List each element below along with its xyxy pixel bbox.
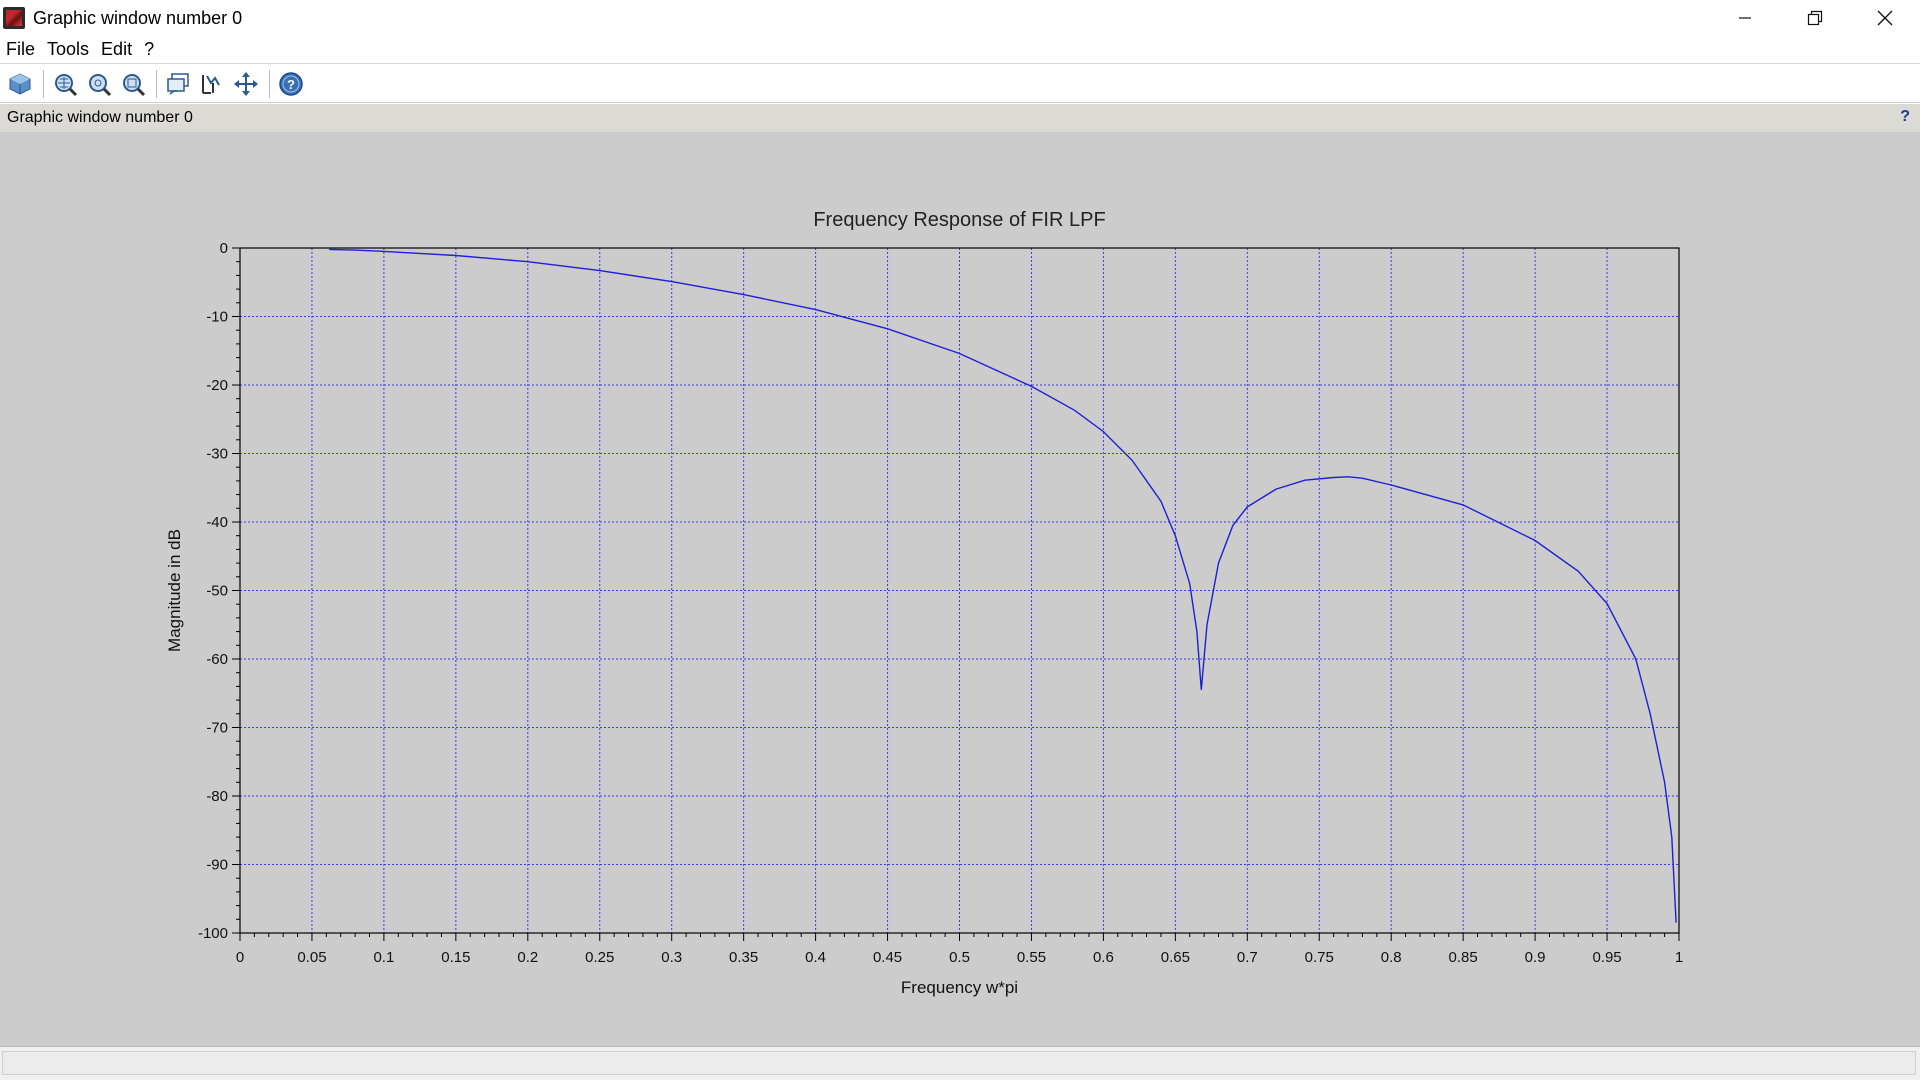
tick-labels: 0 0.05 0.1 0.15 0.2 0.25 0.3 0.35 0.4 0.45 0.5 0.55… (198, 240, 1683, 966)
x-tick-label: 0.7 (1237, 949, 1258, 966)
zoom-in-button[interactable] (83, 68, 115, 100)
y-axis-label: Magnitude in dB (165, 529, 184, 652)
x-tick-label: 0.45 (873, 949, 902, 966)
x-tick-label: 0.15 (441, 949, 470, 966)
help-button[interactable]: ? (275, 68, 307, 100)
x-tick-label: 0.9 (1525, 949, 1546, 966)
toolbar-separator (43, 69, 44, 98)
y-tick-label: -40 (206, 514, 228, 531)
x-tick-label: 0.55 (1017, 949, 1046, 966)
datatip-icon (167, 72, 189, 95)
info-help-icon[interactable]: ? (1900, 108, 1910, 125)
y-tick-label: -10 (206, 309, 228, 326)
rotate-button[interactable] (4, 68, 36, 100)
rotate-icon (9, 72, 31, 95)
datatip-button[interactable] (162, 68, 194, 100)
y-tick-label: -80 (206, 788, 228, 805)
status-bar (0, 1046, 1920, 1080)
pan-icon (234, 71, 258, 96)
zoom-in-icon (89, 73, 112, 96)
figure-name-label: Graphic window number 0 (7, 109, 193, 126)
menu-tools[interactable]: Tools (47, 39, 90, 59)
x-tick-label: 0.6 (1093, 949, 1114, 966)
menu-file[interactable]: File (6, 39, 36, 59)
x-tick-label: 1 (1675, 949, 1683, 966)
window-controls (1710, 0, 1920, 36)
frequency-response-chart: 0 0.05 0.1 0.15 0.2 0.25 0.3 0.35 0.4 0.45 0.5 0.55… (165, 209, 1683, 997)
svg-text:?: ? (287, 77, 295, 92)
scilab-app-icon (3, 7, 25, 29)
zoom-out-button[interactable] (117, 68, 149, 100)
ticks-layer (232, 247, 1680, 941)
window-title: Graphic window number 0 (33, 7, 243, 28)
x-tick-label: 0.1 (373, 949, 394, 966)
x-tick-label: 0.35 (729, 949, 758, 966)
zoom-out-icon (123, 73, 146, 96)
close-button[interactable] (1850, 0, 1920, 36)
menu-edit[interactable]: Edit (101, 39, 133, 59)
status-field (2, 1051, 1916, 1075)
axes-box (239, 247, 1680, 934)
editor-icon (202, 74, 220, 94)
editor-button[interactable] (196, 68, 228, 100)
help-icon: ? (279, 71, 303, 96)
y-tick-label: -100 (198, 925, 228, 942)
x-tick-label: 0.4 (805, 949, 826, 966)
y-tick-label: -70 (206, 720, 228, 737)
x-tick-label: 0.85 (1449, 949, 1478, 966)
toolbar-separator (156, 69, 157, 98)
x-tick-label: 0.05 (297, 949, 326, 966)
y-tick-label: -50 (206, 583, 228, 600)
y-tick-label: 0 (220, 240, 228, 257)
x-tick-label: 0.75 (1305, 949, 1334, 966)
y-tick-label: -30 (206, 446, 228, 463)
chart-title: Frequency Response of FIR LPF (813, 209, 1105, 231)
minimize-icon (1739, 17, 1751, 19)
x-tick-label: 0.65 (1161, 949, 1190, 966)
toolbar-separator (269, 69, 270, 98)
restore-icon (1807, 10, 1823, 26)
menu-bar: File Tools Edit ? (0, 36, 1920, 64)
x-tick-label: 0.95 (1592, 949, 1621, 966)
zoom-button[interactable] (49, 68, 81, 100)
x-tick-label: 0.2 (517, 949, 538, 966)
plot-canvas[interactable]: 0 0.05 0.1 0.15 0.2 0.25 0.3 0.35 0.4 0.45 0.5 0.55… (0, 132, 1920, 1046)
info-bar: Graphic window number 0 ? (0, 104, 1920, 132)
minimize-button[interactable] (1710, 0, 1780, 36)
pan-button[interactable] (230, 68, 262, 100)
x-axis-label: Frequency w*pi (901, 978, 1018, 997)
magnitude-curve (329, 248, 1677, 923)
grid-layer (240, 248, 1679, 933)
x-tick-label: 0 (236, 949, 244, 966)
title-bar: Graphic window number 0 (0, 0, 1920, 36)
y-tick-label: -90 (206, 857, 228, 874)
menu-help[interactable]: ? (144, 39, 155, 59)
x-tick-label: 0.5 (949, 949, 970, 966)
close-icon (1877, 10, 1893, 26)
restore-button[interactable] (1780, 0, 1850, 36)
toolbar: ? (0, 65, 1920, 103)
x-tick-label: 0.8 (1381, 949, 1402, 966)
zoom-icon (55, 73, 78, 96)
x-tick-label: 0.3 (661, 949, 682, 966)
x-tick-label: 0.25 (585, 949, 614, 966)
y-tick-label: -60 (206, 651, 228, 668)
y-tick-label: -20 (206, 377, 228, 394)
